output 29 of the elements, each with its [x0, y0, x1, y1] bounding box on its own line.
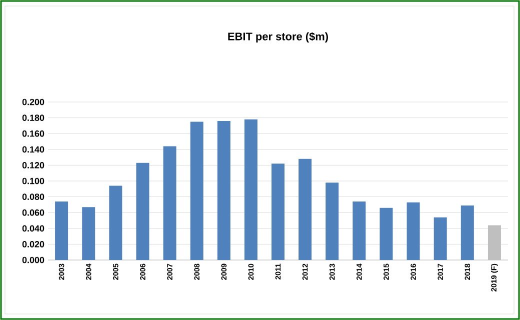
y-tick-label: 0.060 — [22, 209, 44, 216]
bar — [272, 164, 285, 260]
chart-title: EBIT per store ($m) — [228, 32, 328, 42]
bar — [298, 158, 312, 260]
bar — [460, 205, 474, 260]
bar — [244, 119, 258, 260]
bar — [380, 208, 393, 260]
y-tick-label: 0.140 — [22, 146, 44, 153]
y-tick-label: 0.100 — [22, 178, 44, 184]
bar — [163, 146, 176, 260]
y-tick-label: 0.180 — [22, 114, 44, 121]
y-tick-label: 0.000 — [22, 256, 44, 264]
bar — [352, 202, 366, 260]
y-tick-label: 0.020 — [22, 241, 44, 248]
bar — [55, 202, 68, 260]
bar — [190, 122, 204, 260]
bar — [136, 162, 150, 260]
y-tick-label: 0.040 — [22, 225, 44, 232]
bar — [109, 186, 122, 260]
bar — [488, 225, 501, 260]
y-tick-label: 0.160 — [22, 130, 44, 137]
bar — [326, 182, 339, 260]
bar — [217, 120, 230, 260]
bar — [82, 207, 96, 260]
bar — [434, 217, 447, 260]
y-tick-label: 0.200 — [22, 98, 44, 106]
y-tick-label: 0.080 — [22, 194, 44, 200]
bar — [406, 202, 420, 260]
y-tick-label: 0.120 — [22, 162, 44, 168]
